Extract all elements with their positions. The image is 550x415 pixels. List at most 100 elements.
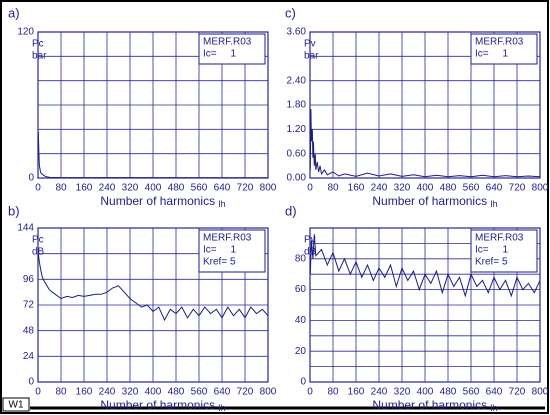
info-box-line: Ic= 1 xyxy=(203,49,237,60)
y-tick-label: 96 xyxy=(23,274,35,285)
x-tick-label: 0 xyxy=(35,183,41,194)
y-axis-label: dB xyxy=(32,247,45,258)
y-tick-label: 0 xyxy=(28,173,34,184)
y-axis-label: Pc xyxy=(32,235,44,246)
x-label-sub: Ih xyxy=(490,403,498,413)
x-tick-label: 240 xyxy=(99,183,116,194)
x-tick-label: 320 xyxy=(394,183,411,194)
info-box-line: MERF.R03 xyxy=(475,37,524,48)
y-axis-label: dB xyxy=(304,247,317,258)
x-label-sub: Ih xyxy=(490,199,498,209)
info-box-line: Kref= 5 xyxy=(475,257,508,268)
x-axis-label: Number of harmonics Ih xyxy=(372,398,497,413)
x-tick-label: 0 xyxy=(307,183,313,194)
info-box-line: MERF.R03 xyxy=(203,233,252,244)
x-tick-label: 0 xyxy=(307,387,313,398)
x-tick-label: 480 xyxy=(168,387,185,398)
x-axis-label: Number of harmonics Ih xyxy=(100,398,225,413)
panel-label: d) xyxy=(285,203,297,218)
x-tick-label: 400 xyxy=(417,183,434,194)
y-tick-label: 144 xyxy=(17,223,34,234)
x-tick-label: 240 xyxy=(371,387,388,398)
x-tick-label: 560 xyxy=(463,183,480,194)
info-box-line: MERF.R03 xyxy=(203,37,252,48)
x-tick-label: 240 xyxy=(99,387,116,398)
x-tick-label: 0 xyxy=(35,387,41,398)
info-box-line: Ic= 1 xyxy=(475,49,509,60)
y-tick-label: 20 xyxy=(295,346,307,357)
info-box-line: Ic= 1 xyxy=(475,245,509,256)
x-tick-label: 560 xyxy=(191,183,208,194)
x-tick-label: 480 xyxy=(440,183,457,194)
y-tick-label: 80 xyxy=(295,253,307,264)
x-tick-label: 320 xyxy=(122,387,139,398)
x-tick-label: 80 xyxy=(55,387,67,398)
x-tick-label: 480 xyxy=(440,387,457,398)
data-line xyxy=(309,234,541,298)
y-tick-label: 24 xyxy=(23,351,35,362)
x-axis-label: Number of harmonics Ih xyxy=(100,194,225,209)
x-tick-label: 560 xyxy=(463,387,480,398)
x-tick-label: 800 xyxy=(532,183,549,194)
y-tick-label: 72 xyxy=(23,300,35,311)
y-tick-label: 0.00 xyxy=(287,173,307,184)
data-line xyxy=(37,131,269,179)
x-tick-label: 800 xyxy=(260,387,277,398)
info-box-line: Kref= 5 xyxy=(203,257,236,268)
y-axis-label: bar xyxy=(32,51,47,62)
x-tick-label: 640 xyxy=(486,183,503,194)
x-tick-label: 640 xyxy=(214,387,231,398)
x-tick-label: 640 xyxy=(486,387,503,398)
x-label-text: Number of harmonics xyxy=(100,194,215,208)
x-tick-label: 400 xyxy=(145,387,162,398)
panel-label: b) xyxy=(8,203,20,218)
x-tick-label: 160 xyxy=(348,183,365,194)
x-tick-label: 560 xyxy=(191,387,208,398)
x-tick-label: 80 xyxy=(55,183,67,194)
info-box-line: MERF.R03 xyxy=(475,233,524,244)
x-tick-label: 800 xyxy=(532,387,549,398)
data-line xyxy=(37,253,269,322)
data-line xyxy=(309,109,541,178)
x-axis-label: Number of harmonics Ih xyxy=(372,194,497,209)
x-tick-label: 720 xyxy=(509,387,526,398)
y-tick-label: 60 xyxy=(295,284,307,295)
x-label-sub: Ih xyxy=(218,199,226,209)
y-tick-label: 3.60 xyxy=(287,27,307,38)
y-tick-label: 0 xyxy=(300,377,306,388)
x-tick-label: 720 xyxy=(237,183,254,194)
info-box-frame xyxy=(198,229,266,273)
y-tick-label: 0.60 xyxy=(287,148,307,159)
y-axis-label: Pv xyxy=(304,235,316,246)
y-tick-label: 0 xyxy=(28,377,34,388)
x-label-sub: Ih xyxy=(218,403,226,413)
x-tick-label: 320 xyxy=(122,183,139,194)
x-tick-label: 240 xyxy=(371,183,388,194)
y-tick-label: 2.40 xyxy=(287,75,307,86)
window-tag-box xyxy=(2,397,30,412)
x-tick-label: 160 xyxy=(76,183,93,194)
x-tick-label: 160 xyxy=(76,387,93,398)
x-tick-label: 80 xyxy=(327,387,339,398)
y-tick-label: 1.20 xyxy=(287,124,307,135)
y-tick-label: 48 xyxy=(23,325,35,336)
y-tick-label: 120 xyxy=(17,27,34,38)
panel-label: a) xyxy=(8,5,20,20)
x-tick-label: 720 xyxy=(509,183,526,194)
x-tick-label: 400 xyxy=(145,183,162,194)
info-box-frame xyxy=(198,33,266,65)
info-box-line: Ic= 1 xyxy=(203,245,237,256)
window-tag: W1 xyxy=(9,400,24,411)
info-box-frame xyxy=(470,229,538,273)
x-tick-label: 480 xyxy=(168,183,185,194)
x-tick-label: 80 xyxy=(327,183,339,194)
y-tick-label: 40 xyxy=(295,315,307,326)
x-tick-label: 720 xyxy=(237,387,254,398)
y-axis-label: bar xyxy=(304,51,319,62)
info-box-frame xyxy=(470,33,538,65)
